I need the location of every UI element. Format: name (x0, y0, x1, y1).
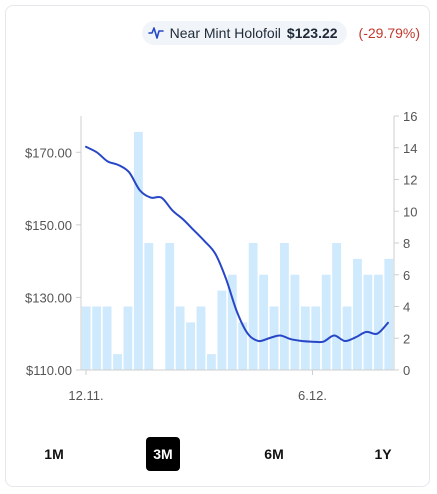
left-tick-label: $130.00 (25, 290, 72, 305)
volume-bar (144, 243, 154, 370)
left-tick-label: $110.00 (26, 363, 72, 378)
price-chart: $110.00 $130.00 $150.00 $170.00 0 2 4 6 8 10 12 14 1… (25, 109, 417, 403)
volume-bar (165, 243, 175, 370)
volume-bar (311, 306, 321, 370)
volume-bar (269, 306, 279, 370)
chart-card (5, 5, 430, 487)
volume-bar (248, 243, 258, 370)
legend-change: (-29.79%) (358, 25, 420, 41)
volume-bar (207, 354, 216, 371)
right-tick-label: 12 (403, 173, 417, 188)
volume-bar (290, 274, 300, 370)
chart-legend: Near Mint Holofoil $123.22 (-29.79%) (141, 21, 420, 45)
range-selector: 1M 3M 6M 1Y (0, 437, 437, 471)
volume-bar (196, 306, 206, 370)
line-chart-icon (147, 27, 164, 39)
price-line (85, 145, 389, 344)
range-button-1m[interactable]: 1M (44, 446, 64, 462)
volume-bar (280, 243, 289, 370)
volume-bar (353, 258, 362, 371)
right-tick-label: 0 (403, 363, 410, 378)
right-tick-label: 4 (403, 300, 410, 315)
volume-bar (133, 131, 143, 371)
right-tick-label: 14 (403, 141, 417, 156)
volume-bar (363, 274, 373, 370)
right-tick-label: 8 (403, 236, 410, 251)
volume-bar (332, 243, 342, 370)
volume-bar (321, 274, 331, 370)
volume-bar (217, 290, 227, 371)
range-button-3m[interactable]: 3M (146, 437, 180, 471)
volume-bar (373, 274, 383, 370)
volume-bar (123, 306, 133, 370)
volume-bar (113, 354, 122, 371)
volume-bar (175, 306, 185, 370)
right-tick-label: 6 (403, 268, 410, 283)
x-tick-label: 6.12. (298, 388, 327, 403)
volume-bar (227, 274, 237, 370)
volume-bar (92, 306, 102, 370)
volume-bar (300, 306, 310, 370)
volume-bar (186, 322, 195, 371)
right-tick-label: 10 (403, 204, 417, 219)
left-tick-label: $150.00 (25, 218, 72, 233)
volume-bar (342, 306, 352, 370)
range-button-1y[interactable]: 1Y (374, 446, 392, 462)
left-tick-label: $170.00 (25, 145, 72, 160)
range-button-6m[interactable]: 6M (264, 446, 284, 462)
right-tick-label: 2 (403, 331, 410, 346)
volume-bar (238, 322, 248, 371)
volume-bar (102, 306, 112, 370)
legend-price: $123.22 (286, 25, 338, 41)
right-tick-label: 16 (403, 109, 417, 124)
volume-bar (384, 258, 394, 371)
volume-bar (81, 306, 91, 370)
volume-bar (259, 274, 268, 370)
legend-series-name: Near Mint Holofoil (169, 25, 281, 41)
x-tick-label: 12.11. (68, 388, 103, 403)
legend-series-pill[interactable]: Near Mint Holofoil $123.22 (141, 21, 347, 45)
